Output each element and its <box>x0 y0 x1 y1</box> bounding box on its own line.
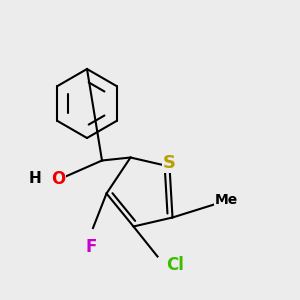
Text: S: S <box>163 154 176 172</box>
Text: Me: Me <box>215 193 238 206</box>
Text: F: F <box>86 238 97 256</box>
Text: O: O <box>51 169 66 188</box>
Text: H: H <box>28 171 41 186</box>
Text: Cl: Cl <box>167 256 184 274</box>
